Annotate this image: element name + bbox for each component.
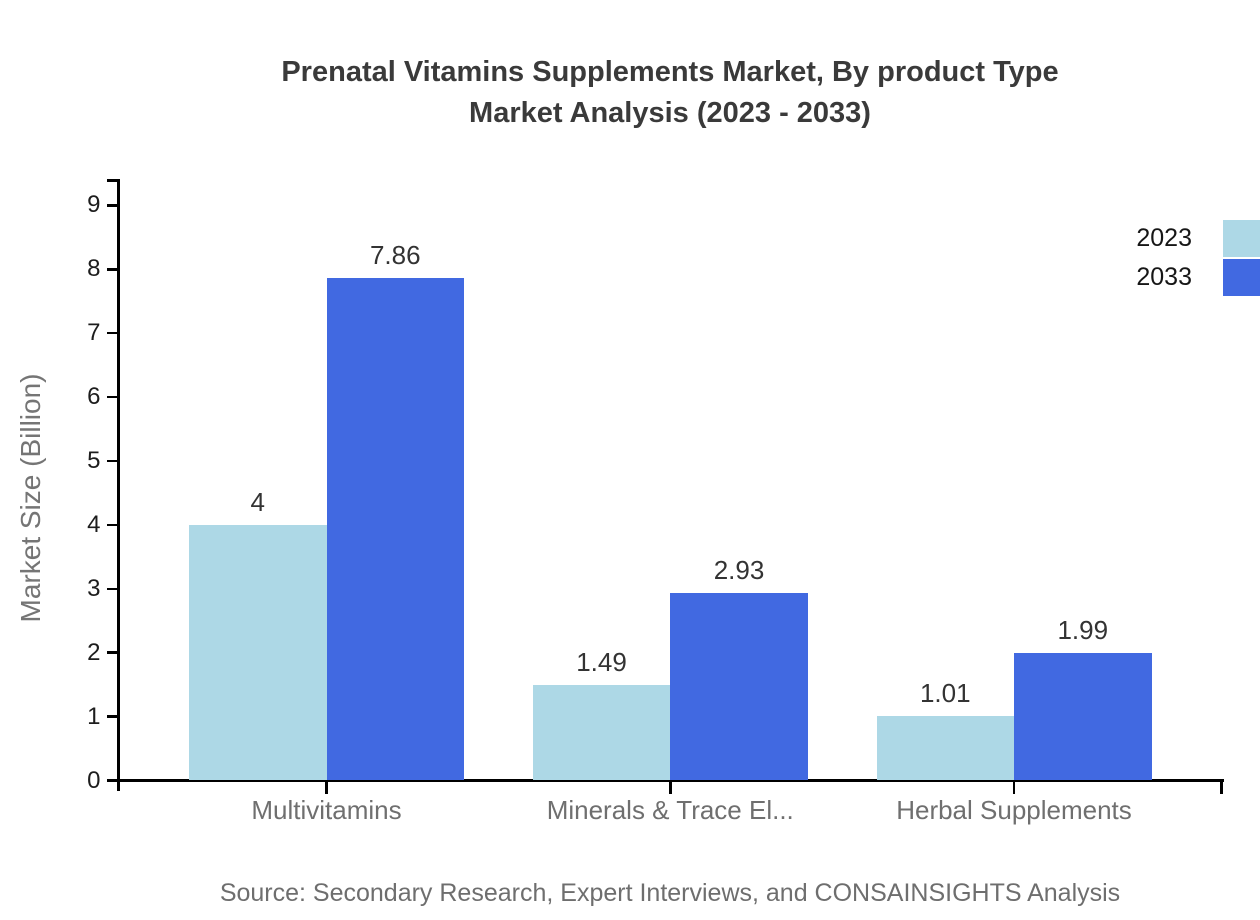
y-tick [106,459,119,463]
x-category-label: Multivitamins [251,795,402,825]
y-tick [106,331,119,335]
bar-2033-3[interactable] [1014,653,1152,781]
chart-title-line-2: Market Analysis (2023 - 2033) [469,97,871,129]
y-tick [106,587,119,591]
y-tick-label: 8 [87,255,101,283]
y-tick-label: 5 [87,447,101,474]
bar-2033-2[interactable] [670,593,808,781]
legend-label-2023: 2023 [1136,224,1192,252]
source-attribution: Source: Secondary Research, Expert Inter… [219,879,1121,907]
y-axis-line [117,179,120,791]
legend-swatch-2033-icon [1223,259,1260,296]
x-tick [669,782,672,794]
y-tick-label: 6 [87,383,101,411]
bar-value-label: 1.01 [919,677,971,708]
bar-value-label: 7.86 [369,240,421,271]
chart-title-line-1: Prenatal Vitamins Supplements Market, By… [281,56,1059,88]
y-tick [106,268,119,271]
chart-title: Prenatal Vitamins Supplements Market, By… [40,52,1260,134]
legend-label-2033: 2033 [1136,263,1192,291]
bar-value-label: 1.49 [576,647,627,678]
bar-2023-2[interactable] [532,685,671,781]
x-category-label: Minerals & Trace El... [546,795,794,825]
x-category-label: Herbal Supplements [896,795,1132,825]
y-tick-label: 7 [87,319,101,347]
y-tick [106,395,119,399]
legend-swatch-2023-icon [1223,220,1260,257]
bar-value-label: 4 [250,486,265,517]
y-tick-label: 3 [87,574,101,602]
y-tick [106,779,119,782]
y-tick [106,523,119,527]
x-tick [1012,782,1016,794]
y-tick [106,204,119,207]
bar-2023-1[interactable] [189,524,327,781]
y-tick-label: 2 [87,638,101,666]
y-tick-label: 4 [87,510,101,538]
y-tick-label: 1 [87,702,101,730]
x-tick [325,782,328,794]
y-axis-top-tick [106,179,119,182]
bar-2023-3[interactable] [876,715,1014,781]
y-tick [106,715,119,718]
x-axis-line [117,779,1224,782]
y-tick-label: 0 [87,766,101,794]
y-tick [106,651,119,654]
y-tick-label: 9 [87,191,101,219]
bar-value-label: 2.93 [713,555,765,586]
x-axis-end-tick [1220,782,1223,794]
bar-value-label: 1.99 [1057,615,1109,646]
bar-2033-1[interactable] [326,278,464,781]
